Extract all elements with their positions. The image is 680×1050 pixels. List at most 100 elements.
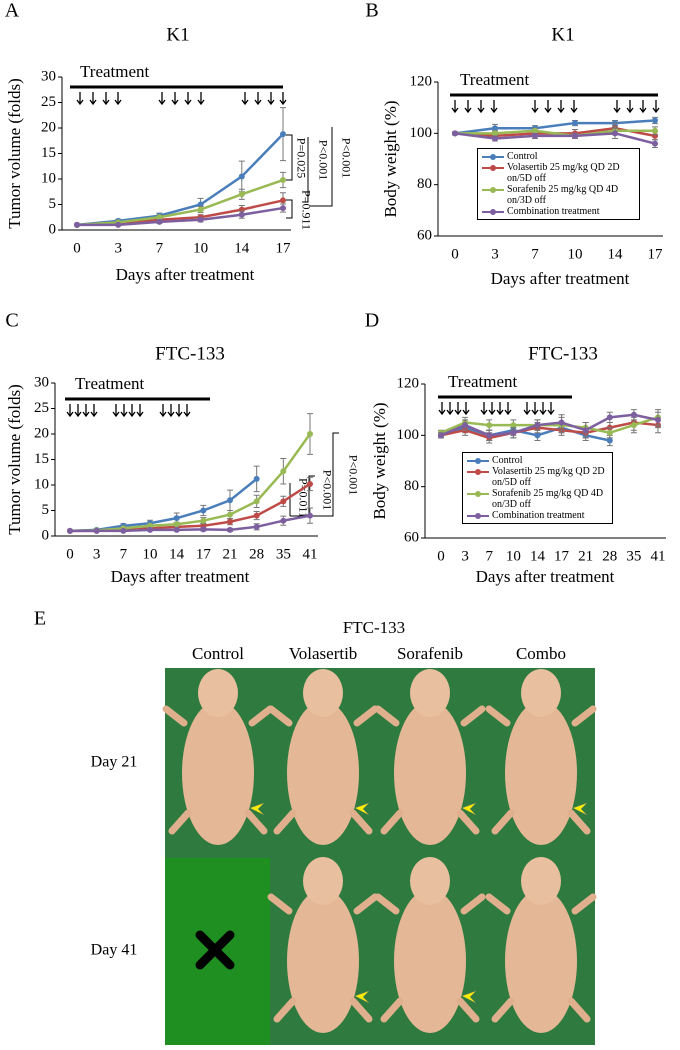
- data-point: [253, 498, 260, 505]
- legend-swatch: [467, 455, 489, 466]
- series-line: [454, 119, 656, 135]
- y-tick-label: 25: [41, 94, 56, 110]
- x-axis-label: Days after treatment: [476, 567, 615, 586]
- data-point: [280, 468, 287, 475]
- y-tick-label: 120: [397, 375, 420, 391]
- legend-marker: [490, 165, 496, 171]
- x-tick-label: 17: [276, 240, 292, 256]
- panel-letter: A: [5, 0, 20, 22]
- data-point: [307, 480, 313, 487]
- series-line: [440, 413, 659, 437]
- x-tick-label: 14: [530, 548, 546, 564]
- dosing-arrow: [175, 404, 183, 418]
- y-tick-label: 60: [417, 227, 432, 243]
- data-point: [532, 127, 538, 134]
- dosing-arrow: [241, 92, 249, 106]
- data-point: [492, 125, 498, 132]
- dosing-arrow: [89, 92, 97, 106]
- data-point: [67, 527, 73, 534]
- x-tick-label: 7: [531, 246, 539, 262]
- data-point: [572, 132, 578, 139]
- significance-bracket: [286, 199, 293, 219]
- legend-marker: [475, 469, 481, 475]
- p-value: P<0.001: [320, 470, 334, 510]
- series-line: [76, 133, 284, 227]
- x-tick-label: 17: [554, 548, 570, 564]
- legend-swatch: [467, 510, 489, 521]
- dosing-arrow: [531, 402, 539, 416]
- mouse-photo: [374, 669, 486, 845]
- legend-item: Sorafenib 25 mg/kg QD 4D on/3D off: [482, 184, 635, 206]
- series-line: [70, 514, 311, 533]
- x-tick-label: 14: [608, 246, 624, 262]
- x-tick-label: 28: [249, 546, 264, 562]
- data-point: [238, 173, 245, 180]
- data-point: [606, 437, 613, 444]
- x-axis-label: Days after treatment: [116, 265, 255, 284]
- series-line: [440, 426, 611, 442]
- mouse-photo: [485, 669, 597, 845]
- data-point: [197, 201, 204, 208]
- y-axis-label: Body weight (%): [381, 100, 400, 217]
- mouse-body: [287, 701, 359, 845]
- column-label: Volasertib: [289, 644, 358, 663]
- tumor-arrowhead: [249, 802, 265, 816]
- x-tick-label: 3: [93, 546, 101, 562]
- data-point: [74, 221, 80, 228]
- legend-label: Sorafenib 25 mg/kg QD 4D on/3D off: [492, 488, 604, 510]
- mouse-photo: [485, 857, 597, 1033]
- y-tick-label: 80: [417, 176, 432, 192]
- chart-title: FTC-133: [528, 343, 598, 364]
- x-tick-label: 41: [651, 548, 666, 564]
- data-point: [630, 411, 637, 418]
- legend-swatch: [482, 206, 504, 217]
- legend-label: Combination treatment: [492, 510, 585, 521]
- mouse-body: [505, 701, 577, 845]
- y-tick-label: 0: [42, 527, 50, 543]
- legend-marker: [475, 458, 481, 464]
- mouse-photo: [374, 857, 486, 1033]
- treatment-label: Treatment: [75, 374, 145, 393]
- mouse-photo: [267, 669, 379, 845]
- legend: Control Volasertib 25 mg/kg QD 2D on/5D o…: [462, 452, 613, 524]
- series-line: [455, 129, 655, 138]
- data-point: [534, 422, 541, 429]
- x-tick-label: 3: [461, 548, 469, 564]
- legend-marker: [490, 154, 496, 160]
- data-point: [115, 221, 122, 228]
- data-point: [307, 431, 313, 437]
- x-tick-label: 10: [143, 546, 158, 562]
- dosing-arrow: [570, 100, 578, 114]
- dosing-arrow: [82, 404, 90, 418]
- dosing-arrow: [279, 92, 287, 106]
- data-point: [200, 517, 207, 524]
- legend-label: Volasertib 25 mg/kg QD 2D on/5D off: [507, 162, 620, 184]
- mouse-limbs: [485, 893, 597, 1023]
- x-tick-label: 3: [114, 240, 122, 256]
- data-point: [173, 521, 180, 528]
- data-point: [652, 127, 658, 134]
- data-point: [280, 205, 286, 212]
- p-value: P=0.911: [299, 190, 313, 230]
- mouse-body: [394, 889, 466, 1033]
- x-tick-label: 35: [276, 546, 291, 562]
- deceased-mark: [195, 930, 235, 970]
- dosing-arrow: [544, 100, 552, 114]
- legend-item: Sorafenib 25 mg/kg QD 4D on/3D off: [467, 488, 608, 510]
- dosing-arrow: [183, 404, 191, 418]
- data-point: [510, 429, 517, 436]
- x-tick-label: 21: [223, 546, 238, 562]
- dosing-arrow: [477, 100, 485, 114]
- y-tick-label: 100: [410, 125, 433, 141]
- mouse-body: [182, 701, 254, 845]
- dosing-arrow: [547, 402, 555, 416]
- dosing-arrow: [490, 100, 498, 114]
- data-point: [280, 177, 286, 184]
- p-value: P<0.001: [316, 140, 330, 180]
- mouse-head: [303, 857, 343, 905]
- data-point: [227, 511, 233, 518]
- data-point: [652, 117, 658, 124]
- y-tick-label: 20: [41, 119, 56, 135]
- legend-item: Combination treatment: [467, 510, 608, 521]
